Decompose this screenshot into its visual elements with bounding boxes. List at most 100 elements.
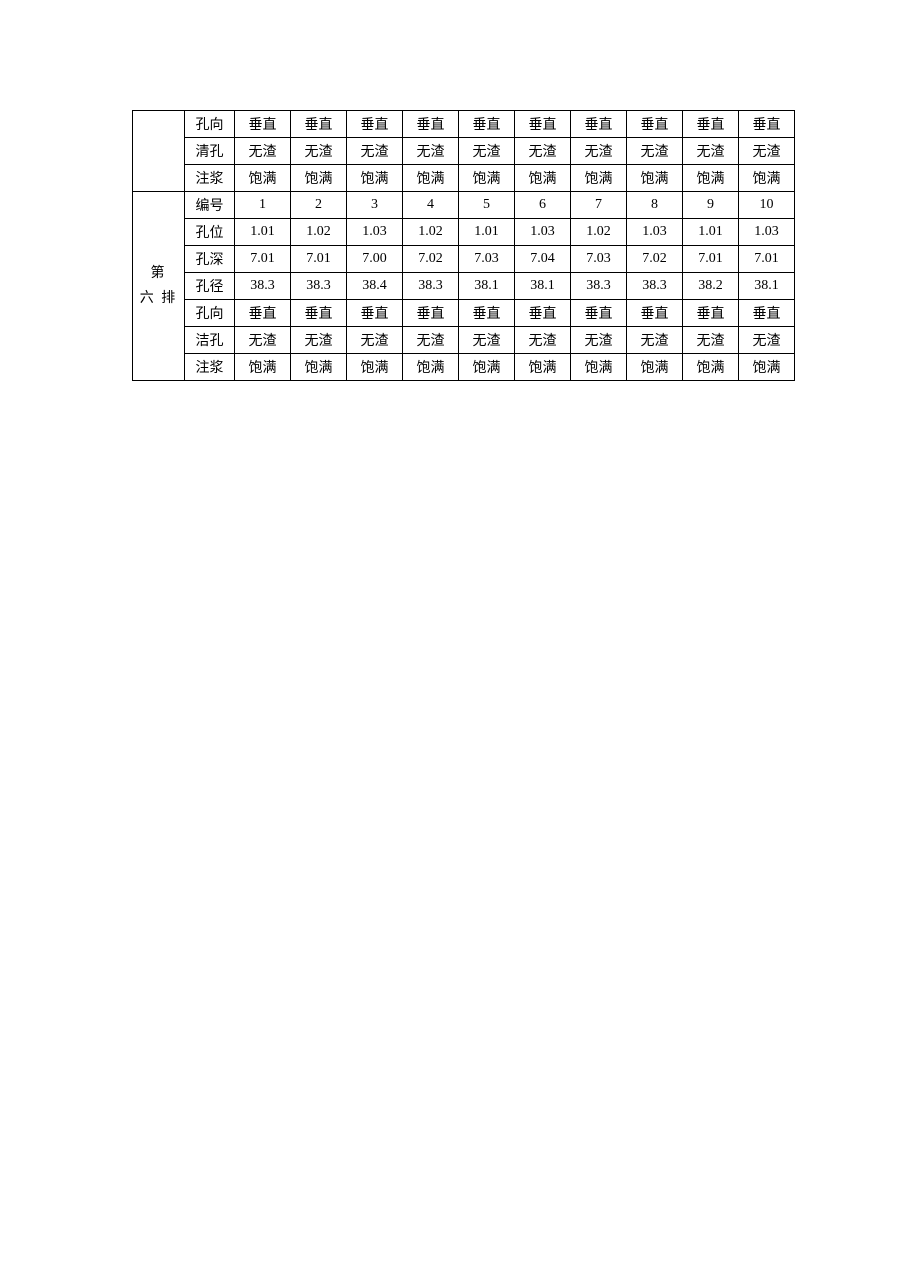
group-label-cell: 第六 排 (133, 192, 185, 381)
cell: 饱满 (683, 165, 739, 192)
cell: 38.1 (459, 273, 515, 300)
cell: 38.2 (683, 273, 739, 300)
cell: 无渣 (515, 327, 571, 354)
cell: 垂直 (291, 111, 347, 138)
cell: 饱满 (459, 165, 515, 192)
cell: 7.04 (515, 246, 571, 273)
cell: 垂直 (627, 111, 683, 138)
cell: 无渣 (683, 138, 739, 165)
row-label: 注浆 (185, 165, 235, 192)
cell: 无渣 (739, 138, 795, 165)
cell: 1 (235, 192, 291, 219)
cell: 10 (739, 192, 795, 219)
cell: 无渣 (403, 138, 459, 165)
cell: 无渣 (571, 138, 627, 165)
cell: 无渣 (515, 138, 571, 165)
table-row: 清孔 无渣 无渣 无渣 无渣 无渣 无渣 无渣 无渣 无渣 无渣 (133, 138, 795, 165)
cell: 饱满 (403, 354, 459, 381)
cell: 3 (347, 192, 403, 219)
cell: 1.03 (627, 219, 683, 246)
cell: 无渣 (459, 138, 515, 165)
cell: 垂直 (291, 300, 347, 327)
page-container: 孔向 垂直 垂直 垂直 垂直 垂直 垂直 垂直 垂直 垂直 垂直 清孔 无渣 无… (0, 0, 920, 1276)
cell: 7.01 (739, 246, 795, 273)
cell: 饱满 (403, 165, 459, 192)
cell: 7 (571, 192, 627, 219)
cell: 饱满 (291, 354, 347, 381)
cell: 饱满 (571, 354, 627, 381)
cell: 无渣 (571, 327, 627, 354)
cell: 饱满 (627, 165, 683, 192)
cell: 7.03 (459, 246, 515, 273)
table-row: 孔深 7.01 7.01 7.00 7.02 7.03 7.04 7.03 7.… (133, 246, 795, 273)
table-row: 注浆 饱满 饱满 饱满 饱满 饱满 饱满 饱满 饱满 饱满 饱满 (133, 354, 795, 381)
cell: 无渣 (347, 138, 403, 165)
row-label: 孔径 (185, 273, 235, 300)
cell: 无渣 (291, 327, 347, 354)
cell: 饱满 (739, 354, 795, 381)
row-label: 孔向 (185, 300, 235, 327)
table-row: 注浆 饱满 饱满 饱满 饱满 饱满 饱满 饱满 饱满 饱满 饱满 (133, 165, 795, 192)
table-row: 孔径 38.3 38.3 38.4 38.3 38.1 38.1 38.3 38… (133, 273, 795, 300)
cell: 6 (515, 192, 571, 219)
cell: 无渣 (403, 327, 459, 354)
cell: 垂直 (403, 300, 459, 327)
cell: 38.3 (291, 273, 347, 300)
cell: 2 (291, 192, 347, 219)
cell: 1.03 (739, 219, 795, 246)
cell: 饱满 (739, 165, 795, 192)
cell: 无渣 (739, 327, 795, 354)
cell: 38.1 (739, 273, 795, 300)
data-table: 孔向 垂直 垂直 垂直 垂直 垂直 垂直 垂直 垂直 垂直 垂直 清孔 无渣 无… (132, 110, 795, 381)
cell: 饱满 (627, 354, 683, 381)
table-row: 孔向 垂直 垂直 垂直 垂直 垂直 垂直 垂直 垂直 垂直 垂直 (133, 111, 795, 138)
cell: 7.02 (403, 246, 459, 273)
cell: 无渣 (627, 138, 683, 165)
cell: 38.3 (571, 273, 627, 300)
cell: 垂直 (627, 300, 683, 327)
cell: 垂直 (235, 300, 291, 327)
cell: 1.03 (347, 219, 403, 246)
row-label: 编号 (185, 192, 235, 219)
row-label: 孔向 (185, 111, 235, 138)
cell: 饱满 (347, 165, 403, 192)
cell: 38.1 (515, 273, 571, 300)
cell: 7.01 (683, 246, 739, 273)
cell: 1.03 (515, 219, 571, 246)
cell: 无渣 (683, 327, 739, 354)
cell: 7.00 (347, 246, 403, 273)
row-label: 清孔 (185, 138, 235, 165)
cell: 无渣 (459, 327, 515, 354)
cell: 垂直 (515, 300, 571, 327)
cell: 饱满 (683, 354, 739, 381)
cell: 垂直 (683, 300, 739, 327)
cell: 无渣 (235, 327, 291, 354)
cell: 饱满 (291, 165, 347, 192)
cell: 垂直 (739, 111, 795, 138)
table-row: 洁孔 无渣 无渣 无渣 无渣 无渣 无渣 无渣 无渣 无渣 无渣 (133, 327, 795, 354)
cell: 4 (403, 192, 459, 219)
row-label: 洁孔 (185, 327, 235, 354)
cell: 1.02 (403, 219, 459, 246)
row-label: 孔位 (185, 219, 235, 246)
cell: 垂直 (571, 300, 627, 327)
cell: 38.3 (235, 273, 291, 300)
cell: 7.01 (291, 246, 347, 273)
cell: 垂直 (347, 300, 403, 327)
cell: 垂直 (403, 111, 459, 138)
cell: 1.02 (291, 219, 347, 246)
cell: 垂直 (459, 111, 515, 138)
cell: 无渣 (235, 138, 291, 165)
cell: 垂直 (571, 111, 627, 138)
cell: 垂直 (739, 300, 795, 327)
cell: 38.3 (403, 273, 459, 300)
cell: 垂直 (683, 111, 739, 138)
table-row: 孔向 垂直 垂直 垂直 垂直 垂直 垂直 垂直 垂直 垂直 垂直 (133, 300, 795, 327)
cell: 1.02 (571, 219, 627, 246)
cell: 垂直 (515, 111, 571, 138)
row-label: 注浆 (185, 354, 235, 381)
table-row: 第六 排 编号 1 2 3 4 5 6 7 8 9 10 (133, 192, 795, 219)
cell: 饱满 (515, 354, 571, 381)
cell: 1.01 (459, 219, 515, 246)
cell: 饱满 (515, 165, 571, 192)
